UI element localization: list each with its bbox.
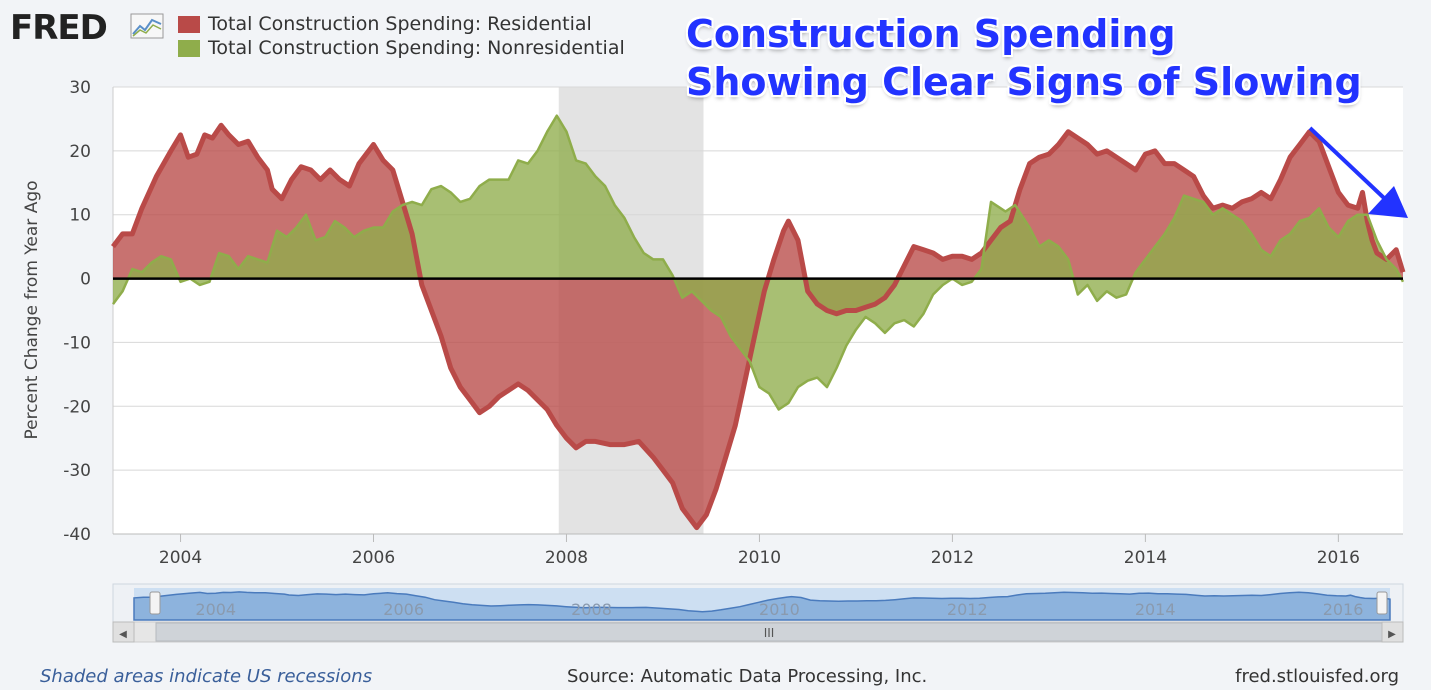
navigator-handle-left[interactable]	[149, 591, 161, 615]
x-tick-label: 2006	[352, 548, 395, 568]
navigator-tick-label: 2008	[571, 600, 612, 619]
x-tick-label: 2014	[1124, 548, 1167, 568]
chart-legend: Total Construction Spending: Residential…	[178, 12, 625, 60]
recession-note: Shaded areas indicate US recessions	[40, 666, 373, 687]
site-link[interactable]: fred.stlouisfed.org	[1235, 666, 1399, 687]
annotation-arrow-head-icon	[1368, 186, 1408, 218]
series-line-residential[interactable]	[111, 122, 1406, 531]
source-note: Source: Automatic Data Processing, Inc.	[567, 666, 928, 687]
scrollbar-right-arrow-icon: ▶	[1388, 629, 1396, 640]
navigator-tick-label: 2004	[195, 600, 236, 619]
series-area-residential	[113, 125, 1403, 528]
navigator-tick-label: 2010	[759, 600, 800, 619]
series-line-nonresidential[interactable]	[111, 114, 1405, 411]
y-tick-label: 10	[69, 206, 91, 226]
y-tick-label: 30	[69, 78, 91, 98]
legend-swatch-nonresidential	[178, 39, 200, 57]
navigator-tick-label: 2012	[947, 600, 988, 619]
fred-chart-icon	[130, 13, 164, 39]
navigator-series	[133, 591, 1391, 621]
legend-swatch-residential	[178, 15, 200, 33]
legend-label-nonresidential: Total Construction Spending: Nonresident…	[208, 37, 625, 59]
legend-label-residential: Total Construction Spending: Residential	[208, 13, 592, 35]
y-tick-label: -40	[63, 525, 91, 545]
y-tick-label: -30	[63, 461, 91, 481]
x-tick-label: 2016	[1317, 548, 1360, 568]
x-tick-label: 2008	[545, 548, 588, 568]
headline-annotation: Construction Spending Showing Clear Sign…	[686, 10, 1362, 106]
y-tick-label: 20	[69, 142, 91, 162]
legend-item-nonresidential[interactable]: Total Construction Spending: Nonresident…	[178, 36, 625, 60]
x-tick-label: 2012	[931, 548, 974, 568]
navigator-tick-label: 2006	[383, 600, 424, 619]
scrollbar-left-button[interactable]	[112, 621, 135, 643]
x-tick-label: 2010	[738, 548, 781, 568]
annotation-arrow-shaft	[1308, 126, 1386, 200]
navigator-tick-label: 2014	[1135, 600, 1176, 619]
headline-line-1: Construction Spending	[686, 12, 1176, 56]
navigator-tick-label: 2016	[1323, 600, 1364, 619]
y-tick-label: -20	[63, 397, 91, 417]
navigator-handle-right[interactable]	[1376, 591, 1388, 615]
y-tick-label: 0	[80, 270, 91, 290]
scrollbar-right-button[interactable]	[1381, 621, 1404, 643]
fred-logo[interactable]: FRED	[10, 8, 108, 48]
legend-item-residential[interactable]: Total Construction Spending: Residential	[178, 12, 625, 36]
y-tick-label: -10	[63, 333, 91, 353]
scrollbar-left-arrow-icon: ◀	[119, 629, 127, 640]
x-tick-label: 2004	[159, 548, 202, 568]
scrollbar-grip-icon: III	[764, 626, 775, 640]
headline-line-2: Showing Clear Signs of Slowing	[686, 60, 1362, 104]
y-axis-label: Percent Change from Year Ago	[22, 180, 42, 440]
